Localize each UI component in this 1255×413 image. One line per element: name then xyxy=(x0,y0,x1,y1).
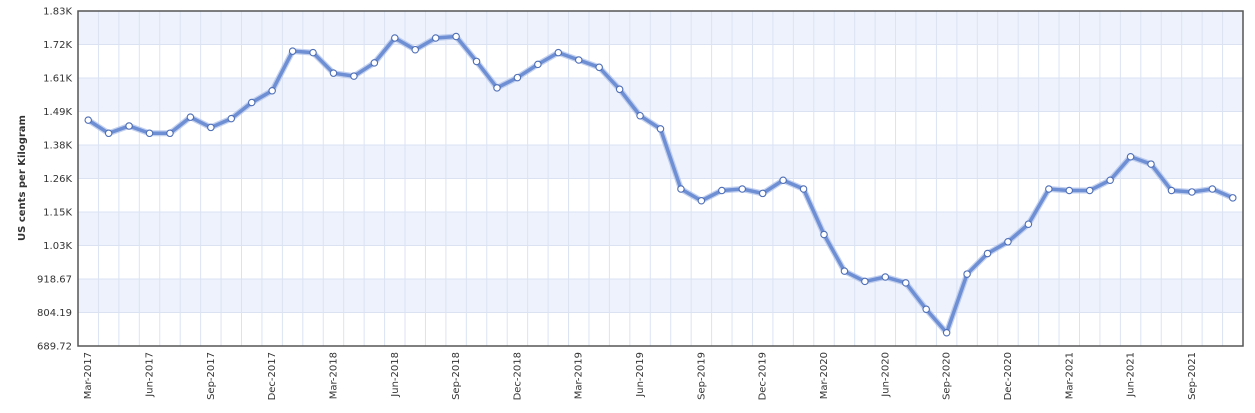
x-tick-label: Dec-2019 xyxy=(758,352,769,400)
data-point xyxy=(309,48,317,57)
x-axis-tick-labels: Mar-2017 Jun-2017 Sep-2017 Dec-2017 Mar-2018… xyxy=(83,352,1198,400)
data-point xyxy=(1045,185,1053,193)
data-point xyxy=(411,45,419,54)
data-point xyxy=(963,270,971,278)
plot-band xyxy=(78,78,1243,112)
data-point xyxy=(370,59,379,67)
y-tick-label: 1.03K xyxy=(43,241,72,252)
y-tick-label: 918.67 xyxy=(37,275,72,286)
plot-border xyxy=(77,10,1244,347)
data-point xyxy=(186,113,195,121)
data-point xyxy=(391,34,399,42)
x-tick-label: Jun-2017 xyxy=(145,352,156,398)
data-point xyxy=(1126,153,1135,161)
x-tick-label: Dec-2020 xyxy=(1003,352,1014,400)
data-point xyxy=(595,63,603,72)
data-point xyxy=(534,60,542,69)
y-axis-tick-labels: 689.72 804.19 918.67 1.03K 1.15K 1.26K 1.38K 1.… xyxy=(37,7,72,353)
x-tick-label: Sep-2021 xyxy=(1187,352,1198,400)
x-tick-label: Sep-2019 xyxy=(696,352,707,400)
data-point xyxy=(1065,186,1074,195)
data-point xyxy=(329,69,338,77)
y-axis-label: US cents per Kilogram xyxy=(17,115,28,241)
data-point xyxy=(350,72,358,80)
data-point xyxy=(84,116,92,124)
data-point xyxy=(574,56,583,64)
data-point xyxy=(227,114,236,123)
x-tick-label: Mar-2021 xyxy=(1064,352,1075,399)
y-tick-label: 1.26K xyxy=(43,174,72,185)
data-point xyxy=(820,230,828,239)
data-point xyxy=(942,328,951,337)
y-tick-label: 689.72 xyxy=(37,342,72,353)
data-point xyxy=(1229,194,1237,202)
y-tick-label: 1.49K xyxy=(43,107,72,118)
data-point xyxy=(145,129,154,138)
data-point xyxy=(268,87,276,95)
data-point xyxy=(247,98,256,107)
data-point xyxy=(983,249,992,258)
data-point xyxy=(554,48,563,57)
data-point xyxy=(881,273,890,281)
x-tick-label: Jun-2021 xyxy=(1126,352,1137,398)
plot-band xyxy=(78,145,1243,179)
data-point xyxy=(1085,186,1094,195)
data-point xyxy=(738,185,747,193)
plot-bands xyxy=(78,11,1243,313)
data-point xyxy=(758,189,767,198)
y-tick-label: 1.38K xyxy=(43,141,72,152)
data-point xyxy=(1208,185,1217,193)
plot-band xyxy=(78,279,1243,313)
data-point xyxy=(636,111,644,120)
x-tick-label: Jun-2019 xyxy=(635,352,646,398)
data-point xyxy=(1024,220,1033,228)
data-point xyxy=(799,185,808,193)
plot-band xyxy=(78,11,1243,45)
x-tick-label: Jun-2020 xyxy=(880,352,891,398)
data-point xyxy=(431,34,440,42)
data-point xyxy=(104,129,113,138)
y-tick-label: 1.72K xyxy=(43,40,72,51)
data-point xyxy=(718,186,726,195)
data-point xyxy=(472,57,481,66)
x-tick-label: Mar-2019 xyxy=(574,352,585,399)
y-tick-label: 1.83K xyxy=(43,7,72,18)
data-point xyxy=(1188,188,1196,196)
x-tick-label: Mar-2017 xyxy=(83,352,94,399)
data-point xyxy=(779,176,787,184)
y-tick-label: 1.15K xyxy=(43,208,72,219)
data-point xyxy=(1167,186,1176,195)
x-tick-label: Jun-2018 xyxy=(390,352,401,398)
data-point xyxy=(493,84,501,92)
data-point xyxy=(677,185,685,193)
plot-band xyxy=(78,212,1243,246)
data-point xyxy=(207,123,215,132)
y-tick-label: 1.61K xyxy=(43,74,72,85)
data-point xyxy=(902,279,910,287)
data-point xyxy=(452,32,460,41)
x-tick-label: Sep-2017 xyxy=(206,352,217,400)
series-points xyxy=(84,32,1237,337)
data-point xyxy=(1004,238,1012,246)
data-point xyxy=(125,122,133,130)
data-point xyxy=(840,267,849,275)
data-point xyxy=(288,47,297,55)
data-point xyxy=(166,129,174,138)
data-point xyxy=(861,277,869,286)
data-point xyxy=(1147,160,1155,168)
x-tick-label: Dec-2017 xyxy=(267,352,278,400)
data-point xyxy=(656,125,665,133)
x-tick-label: Dec-2018 xyxy=(512,352,523,400)
y-tick-label: 804.19 xyxy=(37,308,72,319)
data-point xyxy=(697,196,706,205)
x-tick-label: Mar-2018 xyxy=(328,352,339,399)
x-tick-label: Sep-2020 xyxy=(942,352,953,400)
x-tick-label: Mar-2020 xyxy=(819,352,830,399)
x-tick-label: Sep-2018 xyxy=(451,352,462,400)
data-point xyxy=(615,85,624,94)
data-point xyxy=(922,305,930,314)
data-point xyxy=(513,73,522,82)
data-point xyxy=(1106,176,1114,184)
